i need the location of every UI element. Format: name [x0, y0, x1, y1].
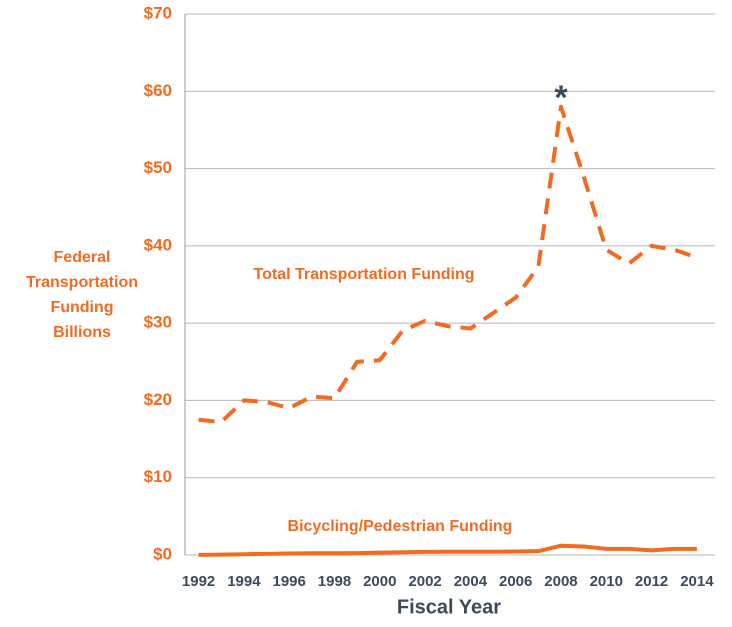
- line: [198, 104, 698, 425]
- y-tick-label: $0: [153, 544, 172, 563]
- x-tick-label: 2004: [454, 573, 488, 590]
- x-tick-label: 2008: [544, 573, 577, 590]
- y-tick-label: $70: [144, 3, 172, 22]
- x-axis-label: Fiscal Year: [397, 596, 501, 618]
- x-tick-label: 1992: [182, 573, 215, 590]
- y-tick-label: $40: [144, 235, 172, 254]
- y-axis-label: Billions: [53, 324, 111, 341]
- series-label: Bicycling/Pedestrian Funding: [288, 518, 513, 535]
- x-tick-label: 2000: [363, 573, 396, 590]
- y-axis-label: Transportation: [26, 274, 138, 291]
- y-tick-label: $20: [144, 390, 172, 409]
- y-tick-label: $30: [144, 313, 172, 332]
- y-axis-label: Federal: [54, 249, 111, 266]
- series-label: Total Transportation Funding: [253, 266, 474, 283]
- x-tick-label: 1998: [318, 573, 351, 590]
- x-tick-label: 2010: [590, 573, 623, 590]
- y-axis-label: Funding: [50, 299, 113, 316]
- y-tick-label: $10: [144, 467, 172, 486]
- x-tick-label: 2006: [499, 573, 532, 590]
- x-tick-label: 1996: [273, 573, 306, 590]
- annotation: *: [554, 79, 568, 117]
- line: [198, 543, 697, 557]
- x-tick-label: 2002: [408, 573, 441, 590]
- y-tick-label: $60: [144, 81, 172, 100]
- x-tick-label: 1994: [227, 573, 261, 590]
- x-tick-label: 2014: [680, 573, 714, 590]
- x-tick-label: 2012: [635, 573, 668, 590]
- y-tick-label: $50: [144, 158, 172, 177]
